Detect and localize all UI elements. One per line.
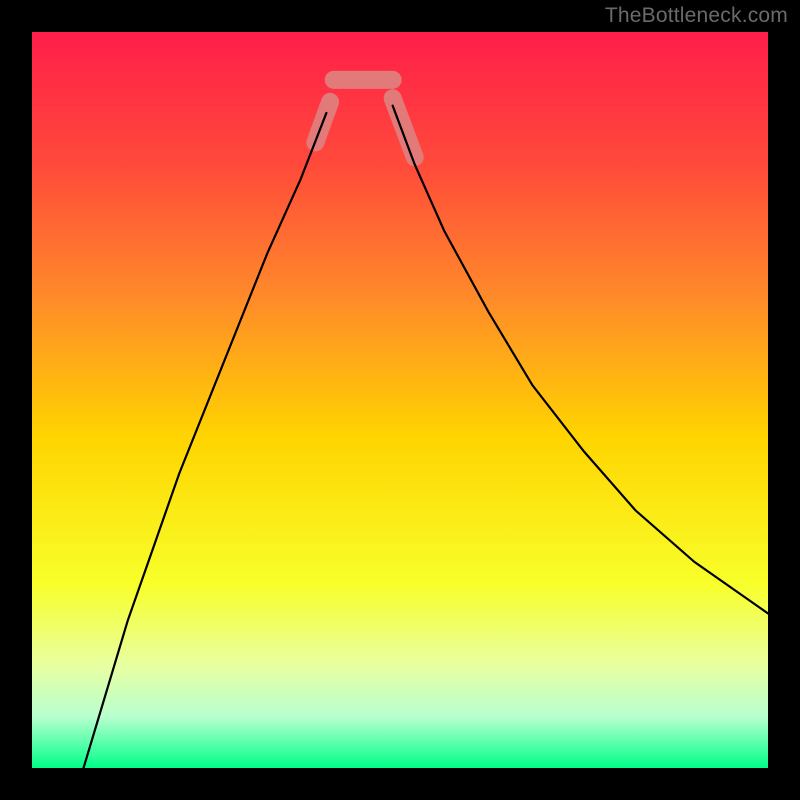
- curves-overlay: [32, 32, 768, 768]
- curve-left: [84, 113, 327, 768]
- curve-right: [393, 106, 768, 614]
- highlight-segment-2: [393, 98, 415, 157]
- highlight-group: [315, 80, 414, 157]
- watermark-text: TheBottleneck.com: [605, 4, 788, 28]
- plot-area: [32, 32, 768, 768]
